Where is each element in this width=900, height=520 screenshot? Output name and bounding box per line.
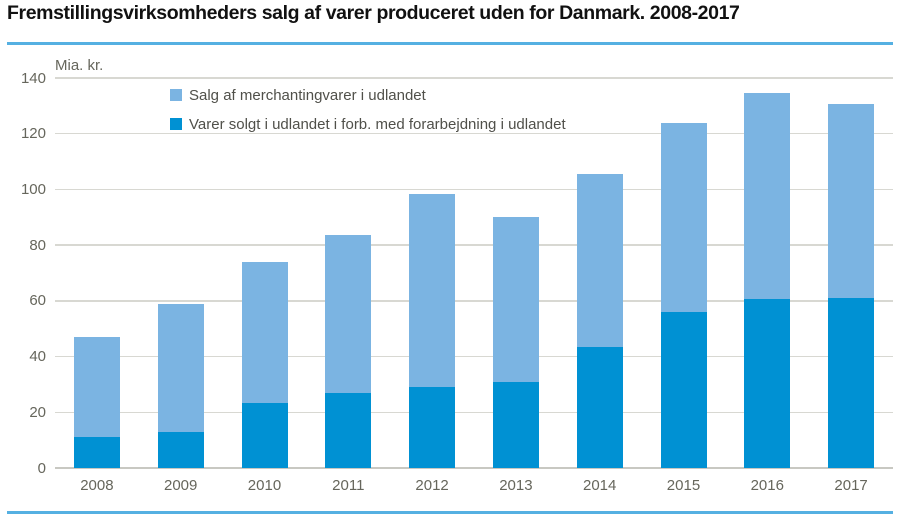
bar-segment: [73, 337, 120, 438]
x-tick-label: 2009: [164, 477, 198, 494]
bottom-rule: [7, 511, 893, 514]
legend-item: Salg af merchantingvarer i udlandet: [170, 84, 566, 106]
bar-segment: [576, 346, 623, 468]
x-tick-label: 2013: [499, 477, 533, 494]
bar-segment: [325, 235, 372, 393]
y-tick-label: 0: [37, 459, 46, 477]
y-tick-label: 140: [20, 69, 46, 87]
legend-swatch-icon: [170, 89, 182, 101]
x-tick-label: 2011: [332, 477, 365, 494]
gridline: [55, 132, 893, 135]
x-tick-label: 2008: [80, 477, 114, 494]
bar-segment: [157, 303, 204, 432]
gridline: [55, 77, 893, 79]
bar-segment: [660, 312, 707, 468]
bar-segment: [492, 217, 539, 382]
bar-segment: [409, 387, 456, 468]
bar-segment: [241, 402, 288, 468]
y-tick-label: 120: [20, 125, 46, 143]
x-tick-label: 2015: [666, 477, 701, 494]
bar-segment: [241, 261, 288, 403]
gridline: [55, 355, 893, 358]
chart-legend: Salg af merchantingvarer i udlandet Varer…: [170, 84, 566, 142]
title-rule: [7, 42, 893, 45]
plot-area: [55, 77, 893, 469]
y-tick-label: 20: [29, 403, 46, 421]
legend-item: Varer solgt i udlandet i forb. med forar…: [170, 113, 566, 135]
bar-segment: [744, 93, 791, 300]
bar-segment: [828, 104, 875, 299]
x-tick-label: 2016: [750, 477, 784, 494]
bar-segment: [409, 193, 456, 388]
bar-segment: [576, 174, 623, 347]
legend-label: Varer solgt i udlandet i forb. med forar…: [189, 115, 566, 133]
y-tick-label: 80: [29, 236, 46, 254]
x-tick-label: 2014: [583, 477, 617, 494]
bar-segment: [660, 122, 707, 312]
bar-segment: [73, 437, 120, 468]
y-tick-label: 60: [29, 292, 46, 310]
bar-segment: [828, 298, 875, 468]
legend-swatch-icon: [170, 118, 182, 130]
chart-title: Fremstillingsvirksomheders salg af varer…: [7, 2, 740, 24]
bar-segment: [744, 299, 791, 468]
bar-segment: [325, 392, 372, 468]
y-axis-unit-label: Mia. kr.: [55, 57, 104, 74]
gridline: [55, 467, 893, 469]
y-tick-label: 40: [29, 348, 46, 366]
gridline: [55, 300, 893, 302]
gridline: [55, 188, 893, 191]
x-tick-label: 2017: [834, 477, 868, 494]
gridline: [55, 411, 893, 414]
x-tick-label: 2012: [415, 477, 449, 494]
bar-segment: [157, 431, 204, 468]
legend-label: Salg af merchantingvarer i udlandet: [189, 86, 426, 104]
bar-segment: [492, 381, 539, 468]
y-tick-label: 100: [20, 180, 46, 198]
x-tick-label: 2010: [247, 477, 282, 494]
gridline: [55, 244, 893, 246]
